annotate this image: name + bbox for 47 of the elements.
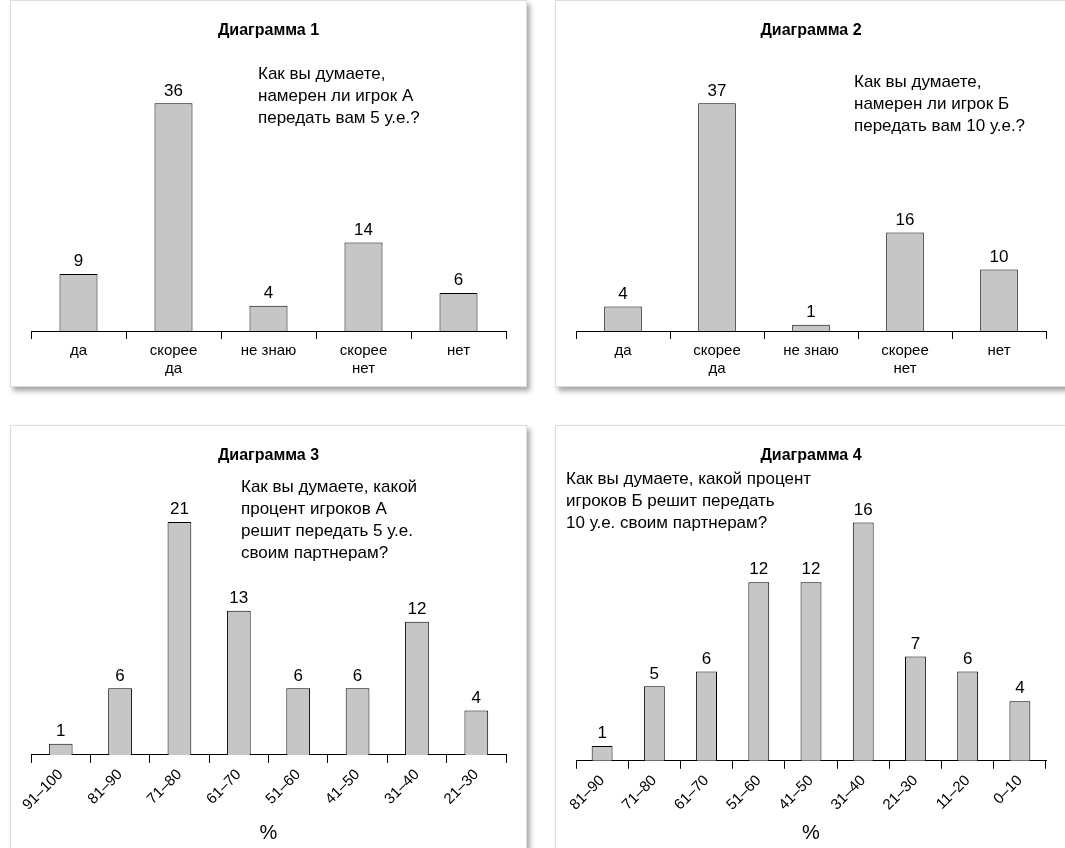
data-label: 12 xyxy=(407,598,427,618)
x-tick-label: скорее да xyxy=(149,341,198,377)
x-tick-label: нет xyxy=(447,341,471,359)
x-tick-label: не знаю xyxy=(783,341,839,359)
data-label: 16 xyxy=(895,209,915,229)
annotation: Как вы думаете, намерен ли игрок А передать вам 5 у.е.? xyxy=(258,63,420,129)
x-axis-title: % xyxy=(259,820,278,843)
x-tick-label: да xyxy=(69,341,88,359)
data-label: 12 xyxy=(749,559,769,579)
chart-title: Диаграмма 4 xyxy=(759,446,863,464)
data-label: 9 xyxy=(73,251,84,271)
chart-title: Диаграмма 3 xyxy=(216,446,321,464)
data-label: 37 xyxy=(707,80,727,100)
data-label: 36 xyxy=(164,80,183,100)
data-label: 7 xyxy=(910,633,921,653)
data-label: 6 xyxy=(701,648,712,668)
data-label: 16 xyxy=(853,499,873,519)
data-label: 12 xyxy=(801,559,821,579)
x-tick-label: скорее нет xyxy=(881,341,929,377)
data-label: 4 xyxy=(618,283,628,303)
x-tick-label: скорее нет xyxy=(339,341,388,377)
x-tick-label: да xyxy=(614,341,633,359)
data-label: 6 xyxy=(453,270,464,290)
x-tick-label: нет xyxy=(987,341,1011,359)
data-label: 21 xyxy=(169,499,189,519)
data-label: 14 xyxy=(354,219,373,239)
data-label: 5 xyxy=(649,663,660,683)
annotation: Как вы думаете, какой процент игроков Б решит передать 10 у.е. своим партнерам? xyxy=(566,468,812,534)
annotation: Как вы думаете, намерен ли игрок Б передать вам 10 у.е.? xyxy=(854,71,1026,137)
data-label: 1 xyxy=(55,720,66,740)
data-label: 1 xyxy=(597,723,607,743)
data-label: 6 xyxy=(352,665,363,685)
data-label: 1 xyxy=(806,302,816,322)
data-label: 13 xyxy=(229,587,249,607)
x-axis-title: % xyxy=(802,820,821,843)
x-tick-label: не знаю xyxy=(240,341,297,359)
chart-title: Диаграмма 2 xyxy=(759,21,863,39)
x-tick-label: скорее да xyxy=(693,341,741,377)
annotation: Как вы думаете, какой процент игроков А решит передать 5 у.е. своим партнерам? xyxy=(241,476,418,564)
data-label: 4 xyxy=(1015,678,1025,698)
data-label: 6 xyxy=(293,665,303,685)
data-label: 6 xyxy=(115,665,125,685)
data-label: 6 xyxy=(962,648,973,668)
data-label: 10 xyxy=(989,246,1009,266)
data-label: 4 xyxy=(263,282,274,302)
data-label: 4 xyxy=(471,687,482,707)
chart-title: Диаграмма 1 xyxy=(216,21,321,39)
